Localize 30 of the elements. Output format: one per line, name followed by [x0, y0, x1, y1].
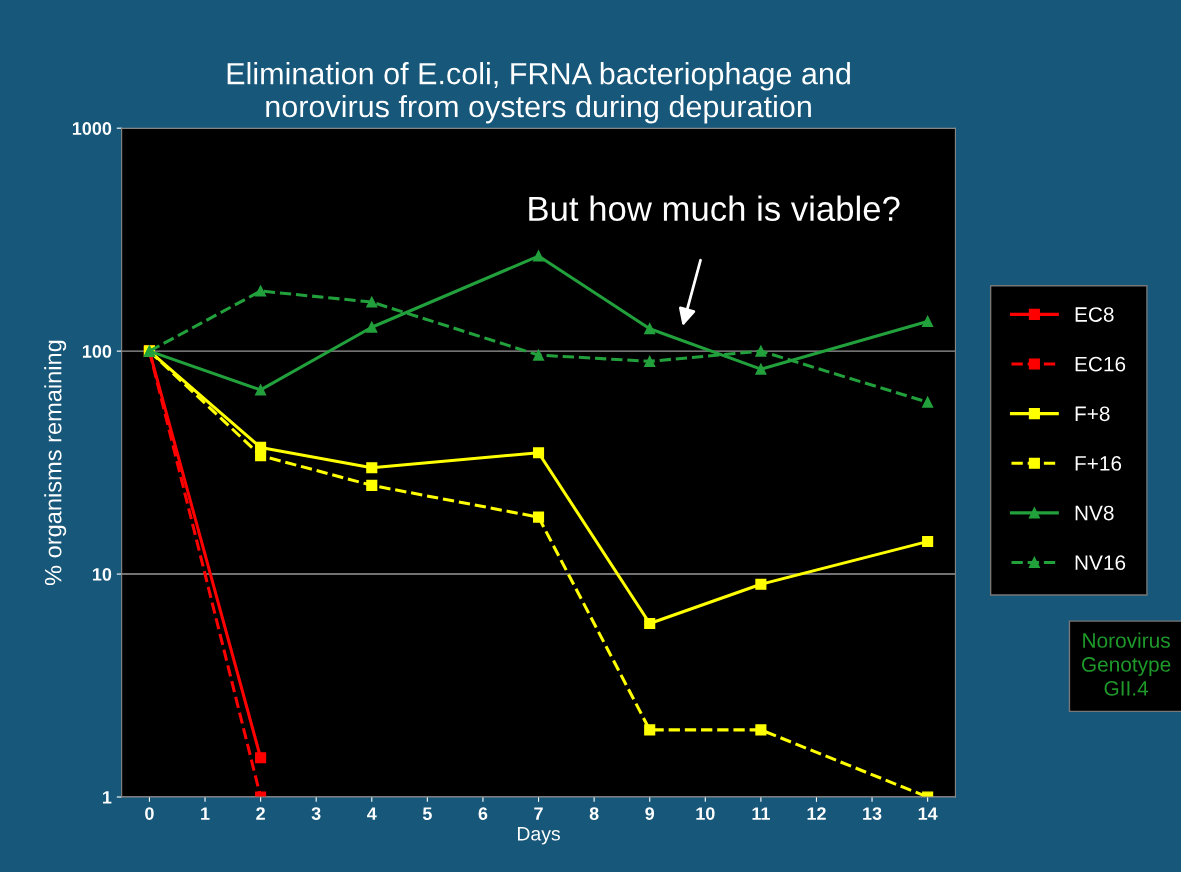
y-tick-label: 100 — [82, 345, 112, 358]
y-axis-title: % organisms remaining — [44, 340, 67, 586]
legend-label: EC8 — [1075, 307, 1114, 322]
legend-label: EC16 — [1075, 356, 1126, 372]
chart-title: Elimination of E.coli, FRNA bacteriophage and norovirus from oysters during depuration — [227, 62, 850, 124]
x-tick-label: 7 — [534, 807, 543, 820]
x-tick-label: 0 — [145, 807, 154, 820]
text: Norovirus Genotype GII.4 — [1081, 632, 1171, 696]
x-tick-label: 12 — [807, 807, 826, 820]
legend-label: F+16 — [1075, 456, 1122, 471]
x-axis-title: Days — [517, 827, 560, 845]
x-tick-label: 13 — [863, 807, 882, 821]
legend-label: NV8 — [1075, 505, 1114, 521]
x-tick-label: 10 — [696, 807, 715, 820]
x-tick-label: 14 — [918, 807, 938, 820]
x-tick-label: 1 — [201, 807, 210, 820]
x-tick-label: 9 — [645, 807, 655, 820]
x-tick-label: 8 — [589, 807, 599, 820]
x-tick-label: 5 — [422, 807, 432, 820]
x-tick-label: 11 — [752, 807, 770, 820]
legend-label: F+8 — [1075, 406, 1110, 422]
y-tick-label: 1 — [103, 791, 112, 804]
x-tick-label: 2 — [256, 807, 265, 820]
y-tick-label: 10 — [92, 568, 112, 581]
legend-label: NV16 — [1075, 555, 1126, 571]
x-tick-label: 4 — [367, 807, 377, 820]
x-tick-label: 3 — [311, 807, 321, 821]
annotation: But how much is viable? — [529, 195, 900, 222]
x-tick-label: 6 — [478, 807, 488, 820]
y-tick-label: 1000 — [72, 122, 112, 135]
